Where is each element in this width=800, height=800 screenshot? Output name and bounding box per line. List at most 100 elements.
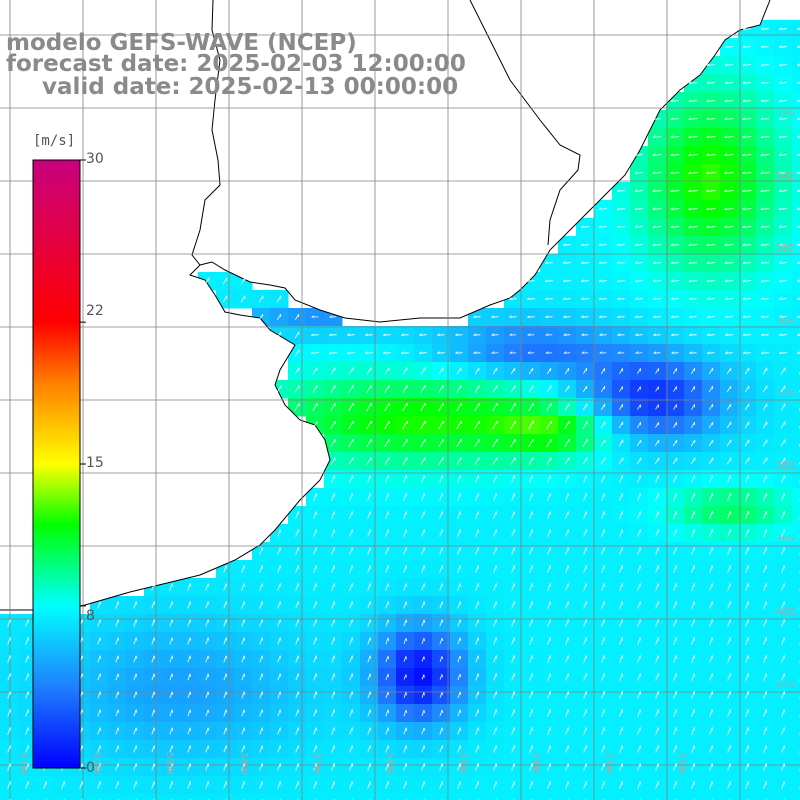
wind-arrow (492, 457, 498, 465)
wind-arrow (745, 601, 749, 609)
wind-arrow (619, 475, 623, 483)
wind-arrow (313, 529, 317, 537)
wind-arrow (509, 352, 517, 354)
wind-arrow-head (706, 225, 710, 228)
wind-arrow (743, 298, 751, 300)
wind-arrow-head (778, 351, 782, 354)
wind-arrow (439, 475, 443, 483)
wind-arrow (401, 334, 409, 336)
wind-arrow-head (527, 315, 531, 318)
wind-arrow (367, 529, 371, 537)
wind-arrow (330, 420, 336, 430)
wind-arrow (493, 691, 497, 699)
wind-arrow (760, 262, 770, 264)
wind-arrow (599, 280, 607, 282)
wind-arrow (205, 727, 209, 735)
wind-arrow (529, 745, 533, 753)
wind-arrow (331, 565, 335, 573)
wind-arrow-head (455, 333, 459, 336)
wind-arrow-head (742, 279, 746, 282)
wind-arrow (511, 493, 515, 501)
wind-arrow-head (652, 171, 656, 174)
wind-arrow (330, 385, 336, 393)
wind-arrow-head (724, 297, 728, 300)
wind-arrow (456, 438, 462, 448)
wind-arrow (420, 438, 426, 448)
wind-cell (702, 794, 721, 800)
wind-arrow (259, 547, 263, 555)
wind-arrow (743, 334, 751, 336)
wind-arrow (347, 334, 355, 336)
wind-arrow (564, 367, 570, 375)
wind-arrow (781, 637, 785, 645)
wind-arrow-head (346, 351, 350, 354)
wind-arrow (529, 475, 533, 483)
wind-arrow (331, 619, 335, 627)
wind-arrow-head (760, 207, 764, 210)
wind-arrow (600, 403, 606, 411)
wind-arrow (743, 28, 751, 30)
wind-arrow (420, 367, 426, 375)
wind-arrow-head (796, 99, 800, 102)
wind-arrow (655, 511, 659, 519)
wind-arrow-head (796, 135, 800, 138)
wind-arrow (797, 334, 800, 336)
wind-arrow (366, 438, 372, 448)
wind-arrow-head (742, 207, 746, 210)
wind-cell (108, 794, 127, 800)
wind-arrow (365, 334, 373, 336)
longitude-label: 55W (457, 752, 468, 775)
wind-arrow (655, 565, 659, 573)
wind-arrow (421, 709, 425, 717)
wind-arrow (547, 709, 551, 717)
wind-arrow (708, 439, 714, 447)
wind-arrow (779, 352, 787, 354)
wind-arrow (241, 655, 245, 663)
wind-arrow (599, 316, 607, 318)
wind-arrow (313, 619, 317, 627)
wind-arrow (547, 745, 551, 753)
wind-arrow (493, 619, 497, 627)
wind-arrow (403, 674, 407, 680)
wind-arrow (115, 763, 119, 771)
wind-arrow (97, 691, 101, 699)
wind-arrow (7, 637, 11, 645)
wind-cell (792, 236, 800, 255)
wind-arrow (421, 745, 425, 753)
wind-cell (792, 398, 800, 417)
wind-arrow (528, 402, 534, 412)
wind-arrow (205, 637, 209, 645)
wind-arrow (653, 298, 661, 300)
wind-arrow (439, 493, 443, 501)
wind-arrow (511, 745, 515, 753)
wind-arrow (439, 692, 443, 698)
wind-arrow-head (634, 297, 638, 300)
wind-arrow (582, 421, 588, 429)
wind-arrow (763, 763, 767, 771)
valid-date: valid date: 2025-02-13 00:00:00 (42, 74, 459, 100)
wind-arrow (349, 709, 353, 717)
wind-arrow (403, 511, 407, 519)
wind-arrow (421, 638, 425, 644)
wind-arrow (744, 367, 750, 375)
wind-arrow (223, 565, 227, 573)
wind-arrow (691, 547, 695, 555)
wind-arrow (115, 745, 119, 753)
wind-arrow (742, 244, 752, 246)
wind-arrow (582, 385, 588, 393)
wind-arrow (637, 511, 641, 519)
wind-arrow (384, 402, 390, 412)
wind-arrow (727, 673, 731, 681)
wind-arrow (725, 334, 733, 336)
wind-arrow (402, 438, 408, 448)
wind-arrow (583, 601, 587, 609)
wind-arrow-head (796, 279, 800, 282)
wind-arrow-head (400, 351, 404, 354)
wind-arrow (529, 547, 533, 555)
wind-arrow (724, 118, 734, 120)
wind-arrow (583, 745, 587, 753)
wind-arrow (563, 244, 571, 246)
wind-arrow (25, 727, 29, 735)
wind-arrow-head (742, 297, 746, 300)
wind-arrow (439, 745, 443, 753)
